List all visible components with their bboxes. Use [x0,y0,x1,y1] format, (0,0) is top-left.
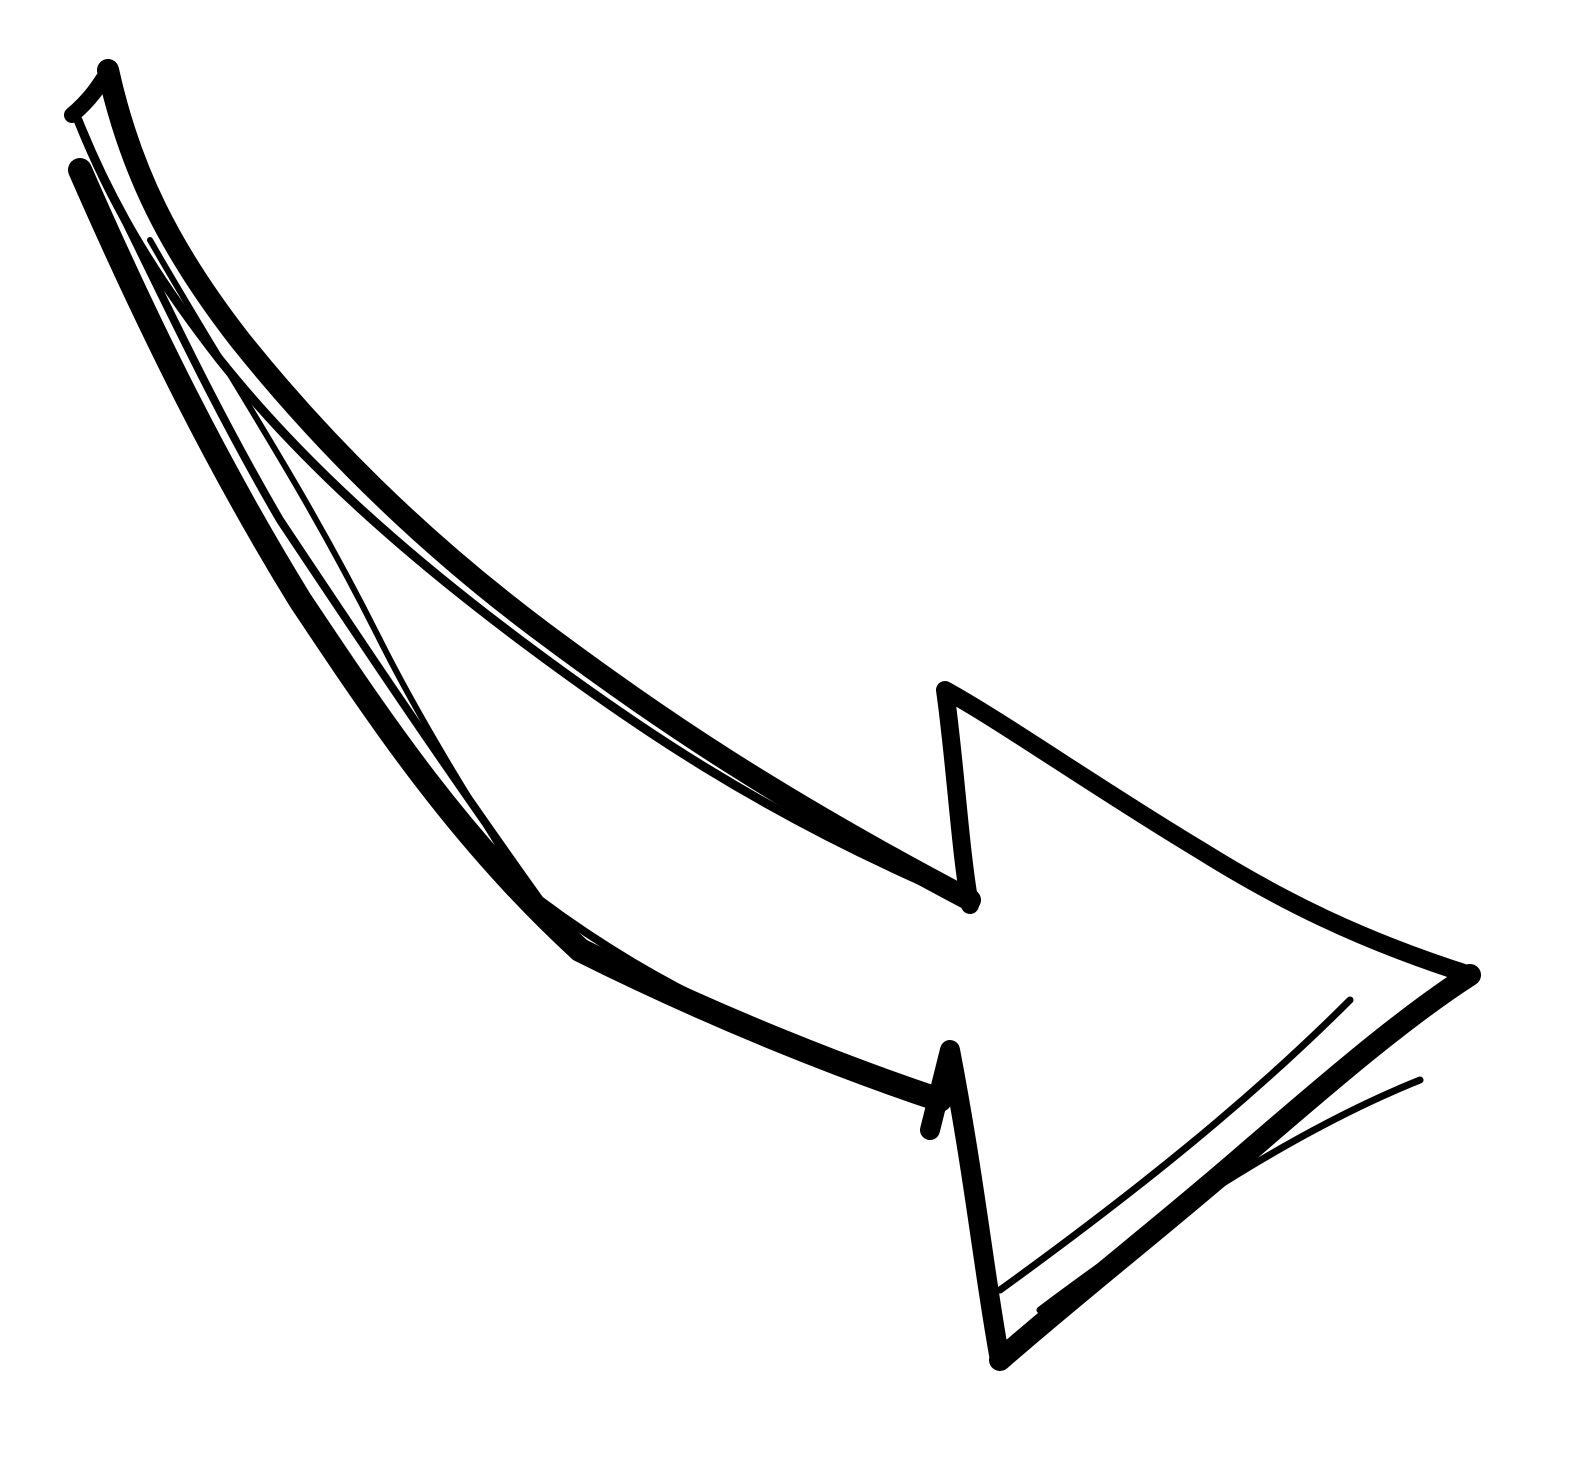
arrow-upper-edge [97,59,981,911]
arrow-head-inner-sketch [996,996,1354,1294]
arrow-inner-sketch [147,237,523,883]
arrow-head-lower-sketch [1036,1076,1424,1314]
arrow-notch-top [936,681,1479,984]
arrow-lower-edge-sketch [106,186,904,1084]
arrow-head-lower-edge [989,964,1481,1371]
arrow-strokes [64,59,1481,1371]
arrow-tail [64,60,118,123]
arrow-lower-edge [68,158,952,1112]
